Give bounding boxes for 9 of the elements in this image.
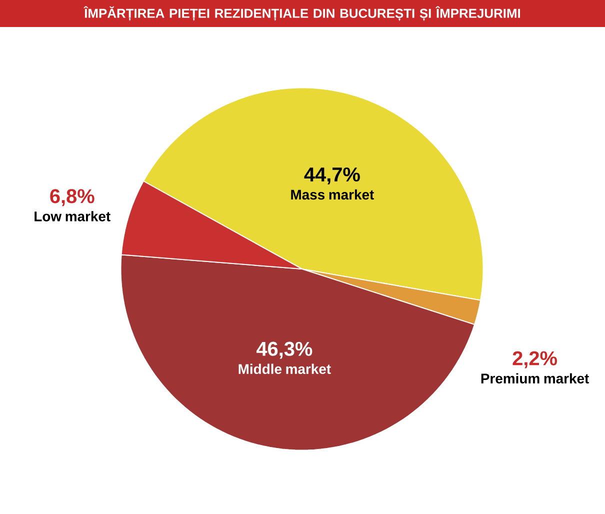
chart-title: ÎMPĂRȚIREA PIEȚEI REZIDENȚIALE DIN BUCUREȘTI ȘI ÎMPREJURIMI <box>84 6 520 21</box>
data-label: 6,8% <box>50 189 94 206</box>
data-label: 46,3% <box>256 342 312 359</box>
slice-label: Mass market <box>291 189 374 200</box>
slice-label: Premium market <box>481 373 589 384</box>
data-label: 44,7% <box>304 167 360 184</box>
data-label: 2,2% <box>512 351 557 368</box>
slice-label: Middle market <box>238 364 331 374</box>
slice-label: Low market <box>34 211 110 222</box>
